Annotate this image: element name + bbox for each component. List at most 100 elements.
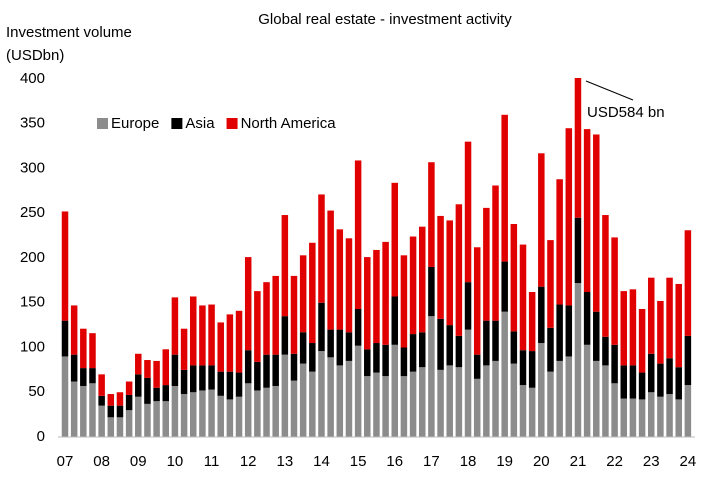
x-tick-label: 13 [276, 453, 293, 470]
bar-segment [382, 241, 389, 345]
bar-segment [428, 316, 435, 437]
bar-segment [446, 325, 453, 366]
bar-segment [528, 351, 536, 388]
bar-segment [574, 78, 582, 218]
bar-segment [70, 354, 78, 382]
bar-segment [391, 296, 399, 345]
bar-segment [345, 360, 353, 437]
bar-segment [666, 394, 673, 437]
x-tick-label: 24 [680, 453, 697, 470]
bar-segment [354, 160, 362, 310]
bar-segment [473, 247, 481, 355]
bar-segment [556, 360, 563, 437]
bar-segment [483, 207, 490, 321]
bar-segment [116, 392, 124, 406]
bar-segment [309, 343, 316, 372]
bar-segment [602, 365, 609, 437]
bar-segment [638, 372, 646, 400]
bar-segment [675, 399, 682, 437]
bar-segment [98, 374, 105, 396]
y-tick-label: 150 [20, 294, 45, 311]
bar-segment [620, 291, 628, 366]
bar-segment [272, 385, 279, 437]
bar-segment [180, 394, 188, 437]
x-tick-label: 23 [643, 453, 660, 470]
bar-segment [226, 399, 234, 437]
bar-segment [510, 331, 518, 364]
bar-segment [171, 385, 179, 437]
bar-segment [61, 356, 69, 437]
bar-segment [135, 353, 142, 375]
bar-segment [400, 376, 408, 437]
bar-segment [602, 215, 609, 337]
bar-segment [611, 383, 618, 437]
x-tick-label: 20 [533, 453, 550, 470]
bar-segment [98, 395, 105, 406]
x-tick-label: 11 [204, 453, 220, 470]
bar-segment [61, 211, 69, 321]
bar-segment [638, 309, 646, 373]
bar-segment [281, 354, 289, 437]
bar-segment [565, 128, 573, 306]
bar-segment [611, 237, 618, 345]
bar-segment [199, 365, 206, 391]
bar-segment [98, 405, 105, 437]
bar-segment [647, 392, 655, 437]
bar-segment [547, 240, 554, 328]
bar-segment [455, 335, 463, 368]
bar-segment [418, 332, 426, 368]
bar-segment [391, 182, 399, 297]
bar-segment [565, 305, 573, 357]
bar-segment [61, 320, 69, 357]
bar-segment [217, 371, 224, 396]
bar-segment [464, 282, 472, 330]
bar-segment [208, 304, 215, 366]
bar-segment [629, 398, 637, 437]
bar-segment [235, 372, 243, 397]
bar-segment [217, 322, 224, 372]
bar-segment [180, 328, 188, 370]
x-tick-label: 18 [460, 453, 477, 470]
bar-segment [226, 371, 234, 400]
bar-segment [299, 332, 307, 364]
bar-segment [666, 277, 673, 359]
y-tick-label: 200 [20, 249, 45, 266]
bar-segment [510, 223, 518, 332]
bar-segment [244, 257, 252, 351]
bar-segment [180, 369, 188, 395]
legend-swatch [226, 118, 238, 129]
bar-segment [528, 292, 536, 352]
bar-segment [574, 283, 582, 437]
bar-segment [657, 300, 664, 364]
legend-label: Asia [185, 115, 215, 132]
bar-segment [657, 363, 664, 397]
y-tick-label: 400 [20, 70, 45, 87]
y-tick-label: 50 [28, 383, 45, 400]
bar-segment [519, 385, 527, 437]
bar-segment [373, 372, 380, 437]
x-tick-label: 15 [350, 453, 367, 470]
bar-segment [373, 249, 380, 344]
legend-swatch [97, 118, 108, 129]
y-axis-label: (USDbn) [6, 47, 64, 64]
bar-segment [593, 360, 600, 437]
bar-segment [318, 302, 325, 352]
bar-segment [135, 396, 142, 437]
bar-segment [647, 353, 655, 393]
bar-segment [299, 363, 307, 437]
bar-segment [455, 367, 463, 437]
bar-segment [327, 357, 334, 437]
bar-segment [446, 220, 453, 326]
bar-segment [574, 217, 582, 284]
bar-segment [309, 242, 316, 344]
bar-segment [107, 417, 115, 437]
bar-segment [254, 361, 261, 391]
bar-segment [583, 344, 591, 437]
bar-segment [455, 204, 463, 336]
bar-segment [629, 365, 637, 399]
bar-segment [538, 153, 545, 287]
y-tick-label: 350 [20, 115, 45, 132]
bar-segment [492, 185, 499, 321]
bar-segment [382, 344, 389, 377]
bar-segment [602, 336, 609, 366]
